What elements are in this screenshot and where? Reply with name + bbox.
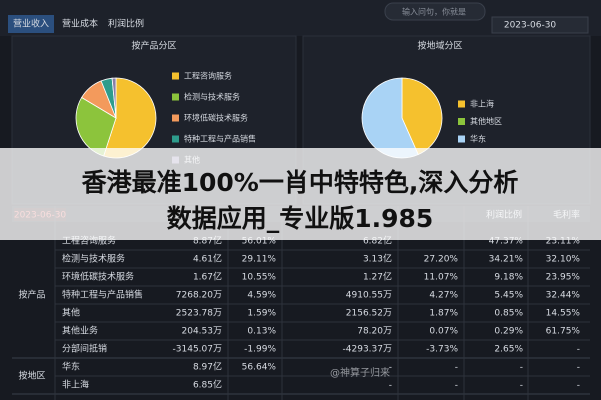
legend-label: 特种工程与产品销售 bbox=[184, 134, 256, 144]
table-cell: 1.59% bbox=[247, 309, 276, 319]
table-cell: 分部间抵销 bbox=[62, 343, 107, 355]
pie-slice bbox=[111, 77, 117, 119]
table-cell: 特种工程与产品销售 bbox=[62, 289, 143, 301]
legend-label: 检测与技术服务 bbox=[184, 92, 240, 102]
group-label: 按地区 bbox=[18, 370, 45, 382]
table-cell: - bbox=[389, 363, 392, 373]
panel-title: 按产品分区 bbox=[131, 40, 176, 52]
table-cell: - bbox=[520, 363, 523, 373]
legend-label: 工程咨询服务 bbox=[184, 71, 232, 81]
table-cell: -4293.37万 bbox=[343, 345, 392, 355]
table-cell: 0.29% bbox=[494, 327, 523, 337]
tab[interactable]: 利润比例 bbox=[108, 18, 144, 30]
table-cell: 32.44% bbox=[546, 291, 581, 301]
table-cell: 2156.52万 bbox=[346, 309, 392, 319]
table-cell: 14.55% bbox=[546, 309, 581, 319]
table-cell: 23.11% bbox=[546, 237, 581, 247]
table-cell: 9.18% bbox=[494, 273, 523, 283]
table-cell: - bbox=[389, 381, 392, 391]
table-cell: 1.67亿 bbox=[193, 271, 222, 283]
table-cell: 4.61亿 bbox=[193, 253, 222, 265]
table-cell: 其他业务 bbox=[62, 325, 98, 337]
legend-swatch bbox=[172, 135, 179, 143]
table-cell: 0.85% bbox=[494, 309, 523, 319]
table-cell: 2523.78万 bbox=[176, 309, 222, 319]
panel-title: 按地域分区 bbox=[417, 40, 462, 52]
table-cell: 56.64% bbox=[242, 363, 277, 373]
table-cell: -3.73% bbox=[426, 345, 458, 355]
legend-swatch bbox=[172, 114, 179, 122]
legend-label: 其他地区 bbox=[470, 116, 502, 126]
legend-swatch bbox=[458, 100, 465, 108]
group-label: 按产品 bbox=[18, 289, 45, 301]
table-cell: 32.10% bbox=[546, 255, 581, 265]
table-cell: 0.07% bbox=[429, 327, 458, 337]
legend-label: 华东 bbox=[470, 134, 486, 144]
table-cell: - bbox=[577, 381, 580, 391]
table-cell: -3145.07万 bbox=[173, 345, 222, 355]
table-cell: 0.13% bbox=[247, 327, 276, 337]
search-placeholder: 输入问句，你就是 bbox=[402, 7, 466, 17]
table-cell: 1.27亿 bbox=[363, 271, 392, 283]
legend-swatch bbox=[172, 72, 179, 80]
legend-swatch bbox=[172, 93, 179, 101]
table-cell: 29.11% bbox=[242, 255, 277, 265]
legend-label: 非上海 bbox=[470, 99, 494, 109]
tab[interactable]: 营业收入 bbox=[13, 18, 49, 30]
table-cell: -1.99% bbox=[244, 345, 276, 355]
table-cell: - bbox=[455, 381, 458, 391]
banner-bg bbox=[0, 148, 601, 240]
table-cell: 5.45% bbox=[494, 291, 523, 301]
tab-active[interactable] bbox=[8, 15, 54, 33]
date: 2023-06-30 bbox=[504, 21, 557, 31]
table-cell: 华东 bbox=[62, 361, 80, 373]
table-cell: 204.53万 bbox=[182, 327, 223, 337]
table-cell: 34.21% bbox=[489, 255, 524, 265]
legend-swatch bbox=[458, 118, 465, 125]
table-cell: 非上海 bbox=[62, 379, 89, 391]
table-cell: 2.65% bbox=[494, 345, 523, 355]
table-cell: - bbox=[577, 363, 580, 373]
watermark: @神算子归来 bbox=[330, 366, 390, 379]
table-cell: - bbox=[455, 363, 458, 373]
table-cell: 1.87% bbox=[429, 309, 458, 319]
table-cell: 10.55% bbox=[242, 273, 277, 283]
banner-line: 香港最准100%一肖中特特色,深入分析 bbox=[82, 168, 519, 197]
table-cell: 3.13亿 bbox=[363, 253, 392, 265]
table-cell: 11.07% bbox=[424, 273, 459, 283]
table-cell: 6.85亿 bbox=[193, 379, 222, 391]
table-cell: 56.01% bbox=[242, 237, 277, 247]
table-cell: 4.59% bbox=[247, 291, 276, 301]
table-cell: 23.95% bbox=[546, 273, 581, 283]
table-cell: 61.75% bbox=[546, 327, 581, 337]
date-picker[interactable] bbox=[491, 16, 589, 34]
table-cell: 其他 bbox=[62, 307, 80, 319]
legend-swatch bbox=[458, 135, 465, 143]
table-cell: 78.20万 bbox=[357, 327, 392, 337]
table-cell: 47.37% bbox=[489, 237, 524, 247]
search-box[interactable] bbox=[384, 2, 486, 21]
table-cell: 27.20% bbox=[424, 255, 459, 265]
table-cell: 7268.20万 bbox=[176, 291, 222, 301]
legend-label: 环境低碳技术服务 bbox=[184, 113, 248, 123]
tab[interactable]: 营业成本 bbox=[62, 18, 98, 30]
table-cell: 环境低碳技术服务 bbox=[62, 271, 134, 283]
table-cell: - bbox=[577, 345, 580, 355]
table-cell: - bbox=[520, 381, 523, 391]
table-cell: 8.97亿 bbox=[193, 361, 222, 373]
table-cell: 4910.55万 bbox=[346, 291, 392, 301]
table-cell: 检测与技术服务 bbox=[62, 253, 125, 265]
table-cell: 4.27% bbox=[429, 291, 458, 301]
banner-line: 数据应用_专业版1.985 bbox=[167, 204, 434, 233]
